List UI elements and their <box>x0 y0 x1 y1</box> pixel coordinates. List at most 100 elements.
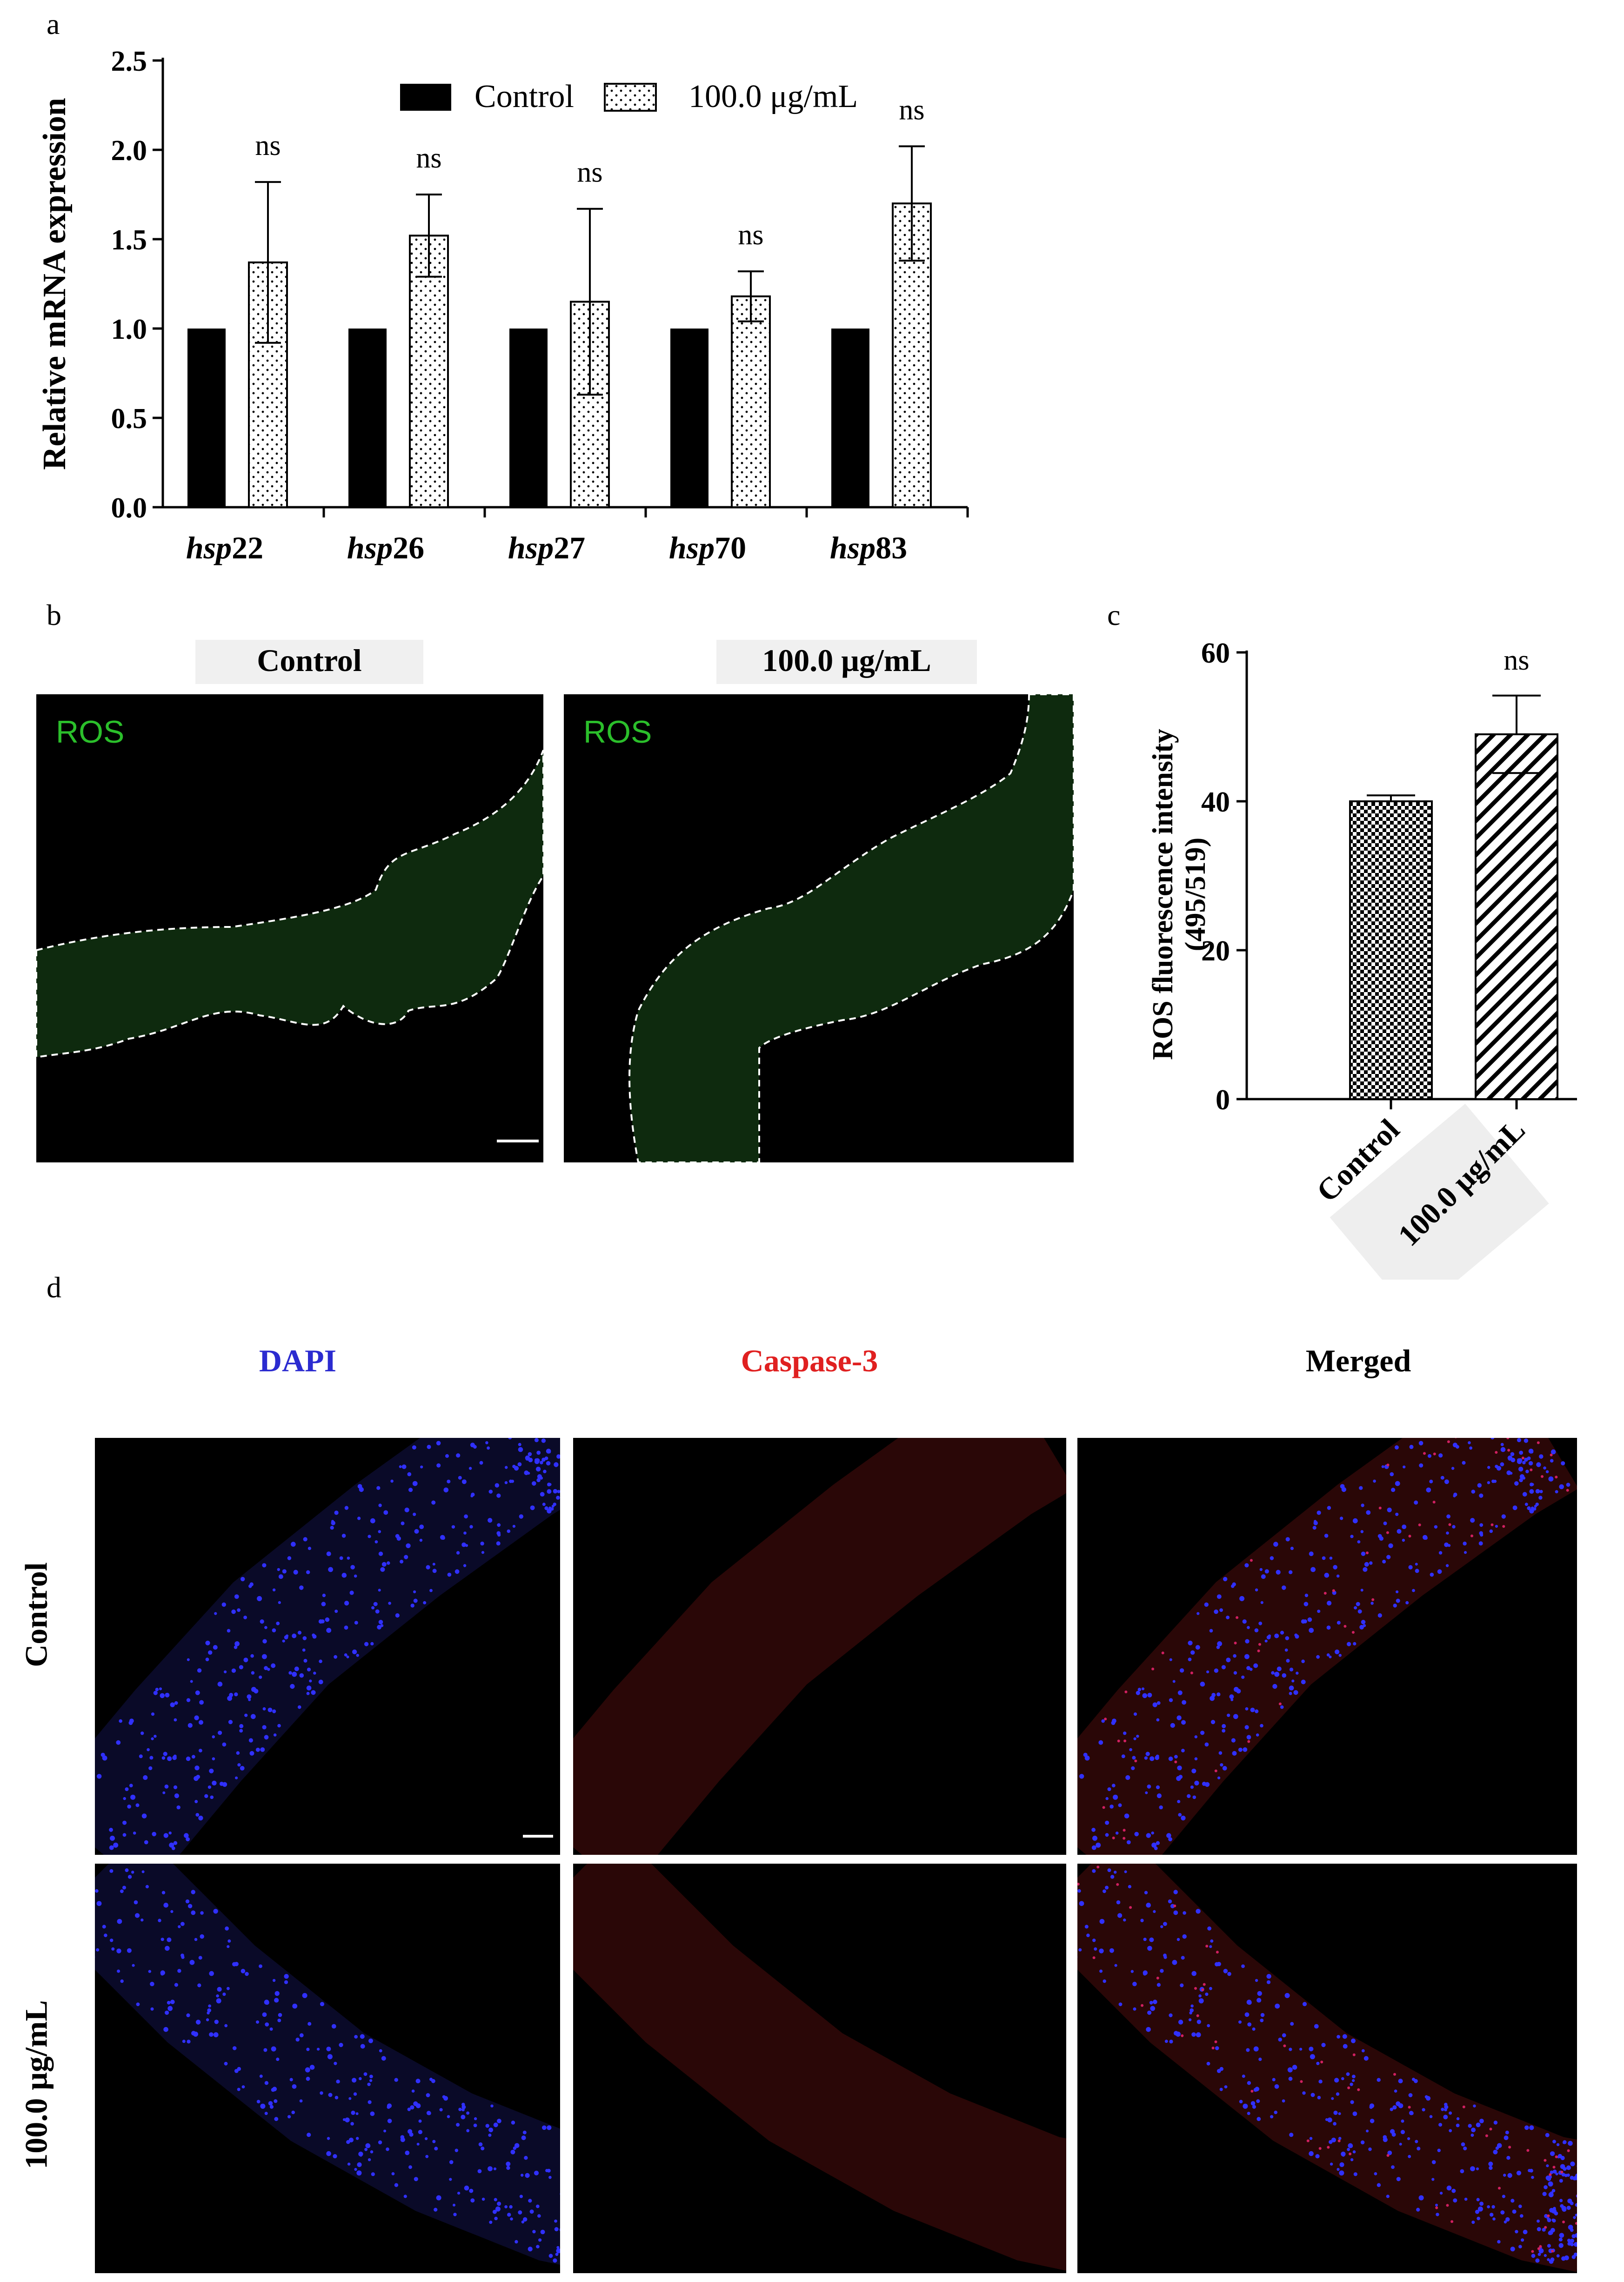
bar-control <box>670 329 708 507</box>
nucleus <box>497 2201 501 2206</box>
caspase-signal <box>1236 1616 1239 1619</box>
nucleus <box>292 2084 297 2089</box>
nucleus <box>1150 2006 1156 2011</box>
nucleus <box>434 2208 438 2212</box>
x-tick-label: hsp26 <box>347 530 424 565</box>
nucleus <box>394 2183 399 2187</box>
caspase-signal <box>1555 1476 1558 1479</box>
nucleus <box>1326 1625 1331 1630</box>
nucleus <box>194 1765 200 1771</box>
nucleus <box>274 1998 279 2003</box>
nucleus <box>1329 2140 1333 2144</box>
nucleus <box>1370 1602 1374 1605</box>
ros-image-control: ROS <box>36 694 543 1162</box>
nucleus <box>1266 1980 1271 1984</box>
nucleus <box>216 1994 219 1998</box>
nucleus <box>1219 2087 1223 2091</box>
nucleus <box>1555 2172 1558 2175</box>
nucleus <box>1561 2173 1565 2177</box>
nucleus <box>345 2117 350 2123</box>
nucleus <box>1506 1470 1511 1475</box>
caspase-signal <box>1247 1740 1250 1743</box>
nucleus <box>1429 2115 1433 2118</box>
y-tick-label: 2.0 <box>111 135 147 167</box>
nucleus <box>1126 1840 1131 1845</box>
nucleus <box>1386 2195 1390 2198</box>
nucleus <box>1414 2079 1418 2083</box>
nucleus <box>1227 1713 1230 1717</box>
nucleus <box>426 1565 430 1570</box>
nucleus <box>1137 1688 1142 1691</box>
nucleus <box>377 1624 381 1630</box>
nucleus <box>165 2010 169 2015</box>
nucleus <box>1552 2140 1556 2144</box>
nucleus <box>241 1969 246 1973</box>
nucleus <box>1381 1465 1384 1468</box>
nucleus <box>1247 2081 1251 2085</box>
nucleus <box>427 1444 431 1449</box>
nucleus <box>1169 2013 1173 2017</box>
nucleus <box>274 2099 278 2103</box>
nucleus <box>295 2037 300 2042</box>
nucleus <box>1504 2135 1509 2141</box>
nucleus <box>1198 1998 1204 2004</box>
nucleus <box>1531 2175 1534 2179</box>
nucleus <box>161 1756 166 1760</box>
nucleus <box>192 1755 195 1759</box>
nucleus <box>1489 1529 1493 1533</box>
nucleus <box>1451 2188 1456 2193</box>
nucleus <box>1133 1712 1137 1716</box>
nucleus <box>1470 2134 1474 2137</box>
nucleus <box>1181 1749 1185 1752</box>
nucleus <box>480 1541 484 1546</box>
nucleus <box>1270 2115 1274 2119</box>
nucleus <box>1121 1754 1125 1758</box>
nucleus <box>1518 2245 1522 2248</box>
nucleus <box>1114 1964 1117 1967</box>
ros-tissue-control <box>36 750 543 1142</box>
nucleus <box>1510 2247 1515 2252</box>
tissue-merged <box>1077 1438 1577 1855</box>
nucleus <box>1430 1572 1434 1577</box>
nucleus <box>153 1691 158 1695</box>
nucleus <box>1400 2130 1405 2134</box>
significance-label: ns <box>899 94 924 126</box>
nucleus <box>224 2061 228 2066</box>
nucleus <box>302 1648 306 1652</box>
nucleus <box>510 2217 513 2221</box>
nucleus <box>162 1791 166 1794</box>
nucleus <box>1278 2037 1282 2042</box>
nucleus <box>1289 2133 1294 2137</box>
caspase-signal <box>1201 1988 1204 1991</box>
nucleus <box>449 2160 454 2164</box>
tissue-merged <box>1077 1864 1577 2272</box>
nucleus <box>1204 1602 1209 1607</box>
caspase-signal <box>1506 1438 1510 1439</box>
nucleus <box>1124 1870 1127 1873</box>
nucleus <box>227 1696 232 1701</box>
nucleus <box>1257 1991 1262 1996</box>
nucleus <box>368 2038 373 2043</box>
nucleus <box>1233 1671 1237 1675</box>
nucleus <box>1390 2107 1393 2111</box>
nucleus <box>1229 1694 1234 1699</box>
nucleus <box>368 2100 372 2104</box>
nucleus <box>1396 1598 1400 1603</box>
nucleus <box>537 1474 542 1479</box>
nucleus <box>1098 1740 1103 1745</box>
nucleus <box>259 2074 263 2078</box>
nucleus <box>290 1684 295 1689</box>
nucleus <box>537 2214 541 2218</box>
caspase-signal <box>1552 2166 1556 2169</box>
nucleus <box>327 2137 330 2140</box>
nucleus <box>1289 1570 1293 1574</box>
nucleus <box>1272 2078 1276 2081</box>
nucleus <box>356 1654 359 1657</box>
nucleus <box>1196 2032 1201 2038</box>
nucleus <box>109 1869 114 1873</box>
nucleus <box>1222 1729 1226 1733</box>
nucleus <box>1570 2161 1575 2167</box>
nucleus <box>1282 1585 1286 1590</box>
nucleus <box>1181 1956 1185 1960</box>
nucleus <box>369 2074 373 2079</box>
